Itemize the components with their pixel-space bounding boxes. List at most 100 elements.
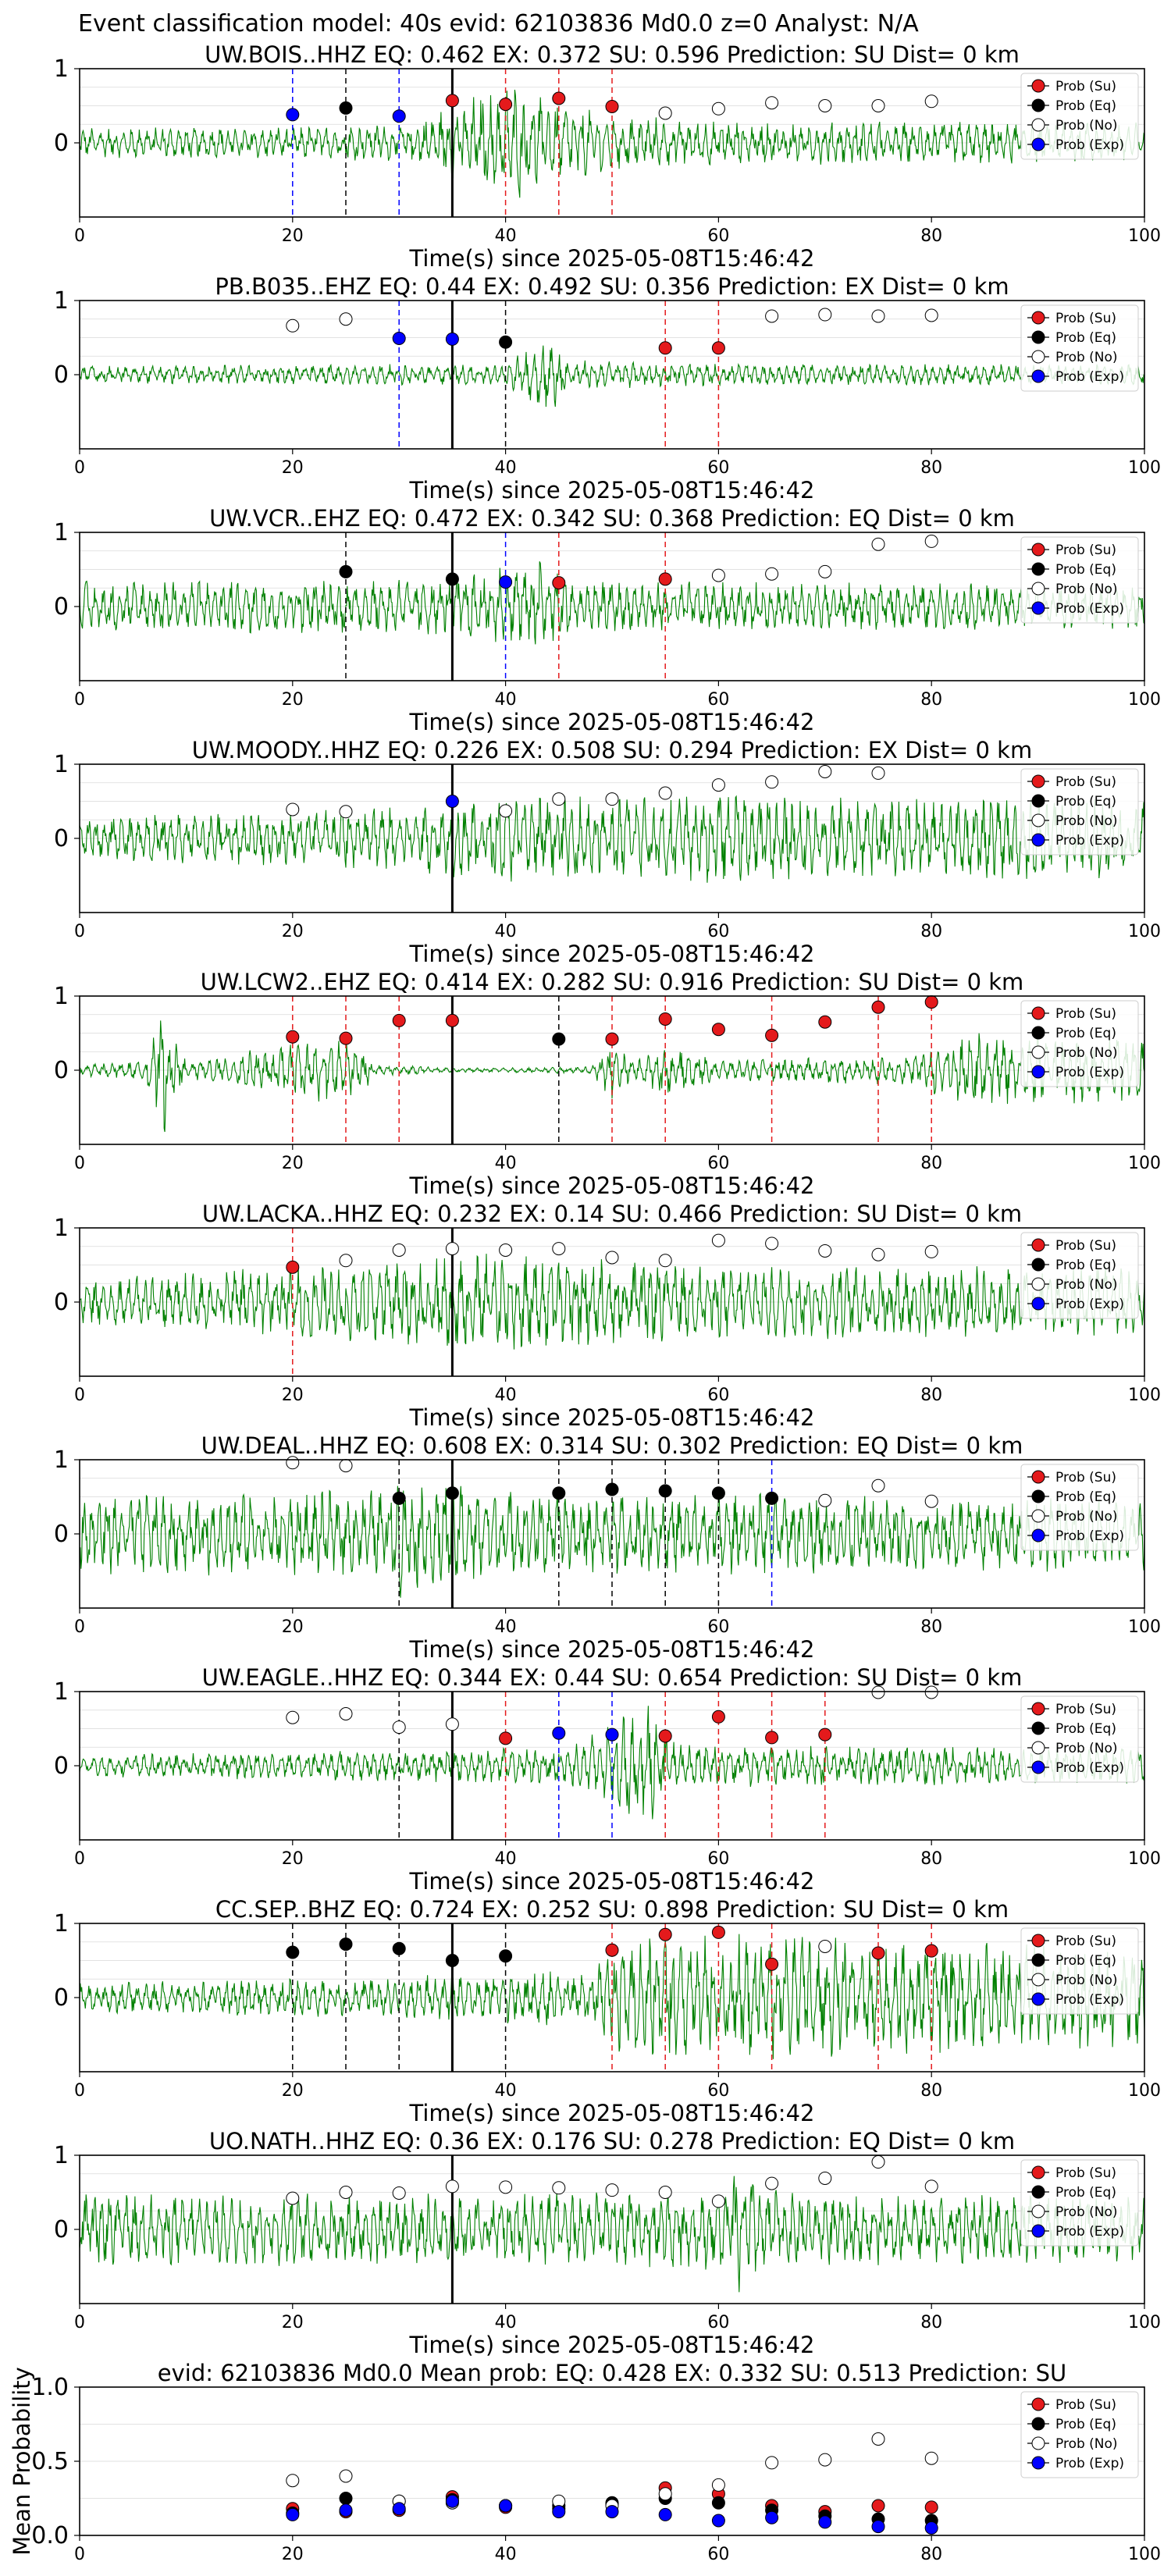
y-tick-label: 0 [54, 2216, 69, 2243]
legend-label-exp: Prob (Exp) [1055, 369, 1124, 385]
panel-title: UW.BOIS..HHZ EQ: 0.462 EX: 0.372 SU: 0.5… [205, 41, 1020, 68]
x-tick-label: 40 [495, 690, 517, 710]
waveform-trace [79, 1254, 1145, 1350]
prob-point-eq [499, 1949, 513, 1963]
x-tick-label: 100 [1128, 922, 1161, 941]
panel-8: CC.SEP..BHZ EQ: 0.724 EX: 0.252 SU: 0.89… [54, 1896, 1161, 2126]
mean-prob-point-exp [658, 2507, 672, 2521]
prob-point-eq [339, 1937, 353, 1952]
legend-marker-no [1031, 2204, 1045, 2218]
mean-prob-point-exp [711, 2514, 725, 2528]
x-tick-label: 20 [282, 2313, 304, 2332]
x-tick-label: 80 [920, 458, 942, 478]
mean-prob-point-exp [924, 2521, 938, 2535]
prob-point-no [871, 537, 885, 551]
x-tick-label: 100 [1128, 458, 1161, 478]
legend-marker-su [1031, 543, 1045, 557]
prob-point-no [658, 106, 672, 120]
prob-point-exp [552, 1726, 566, 1740]
x-tick-label: 40 [495, 1849, 517, 1869]
x-axis-label: Time(s) since 2025-05-08T15:46:42 [409, 941, 815, 967]
prob-point-no [818, 99, 832, 112]
prob-point-no [924, 2179, 938, 2194]
prob-point-no [658, 2186, 672, 2199]
mean-prob-point-eq [339, 2492, 353, 2505]
prob-point-eq [392, 1491, 406, 1505]
mean-prob-point-exp [499, 2499, 513, 2513]
waveform-trace [79, 1020, 1145, 1133]
x-tick-label: 100 [1128, 226, 1161, 246]
mean-prob-point-su [871, 2499, 885, 2513]
legend-box [1020, 768, 1139, 856]
prob-point-no [552, 1242, 566, 1256]
legend-marker-no [1031, 118, 1045, 132]
prob-point-no [392, 2186, 406, 2200]
legend-marker-eq [1031, 1721, 1045, 1735]
prob-point-no [711, 1233, 725, 1247]
legend-label-no: Prob (No) [1055, 1973, 1118, 1988]
prob-point-exp [605, 1727, 619, 1742]
prob-point-su [924, 1944, 938, 1958]
prob-point-su [765, 1731, 779, 1745]
legend-label-su: Prob (Su) [1055, 79, 1116, 94]
mean-prob-point-no [339, 2469, 353, 2483]
x-tick-label: 0 [74, 1849, 85, 1869]
waveform-trace [79, 561, 1145, 645]
prob-point-no [339, 312, 353, 326]
panel-title: CC.SEP..BHZ EQ: 0.724 EX: 0.252 SU: 0.89… [215, 1896, 1009, 1923]
prob-point-eq [605, 1482, 619, 1496]
waveform-trace [79, 345, 1145, 407]
prob-point-no [711, 101, 725, 116]
prob-point-no [286, 802, 300, 817]
legend-marker-su [1031, 1702, 1045, 1716]
legend-label-eq: Prob (Eq) [1055, 2185, 1116, 2201]
mean-prob-point-exp [818, 2515, 832, 2529]
legend-marker-exp [1031, 1065, 1045, 1079]
x-tick-label: 20 [282, 1617, 304, 1637]
x-tick-label: 60 [707, 226, 729, 246]
x-tick-label: 40 [495, 458, 517, 478]
prob-point-su [445, 1013, 459, 1027]
prob-point-no [445, 2179, 459, 2194]
legend-box [1020, 73, 1139, 160]
x-tick-label: 100 [1128, 1849, 1161, 1869]
legend-marker-no [1031, 813, 1045, 827]
legend-label-exp: Prob (Exp) [1055, 1065, 1124, 1080]
prob-point-no [871, 1478, 885, 1493]
x-axis-label: Time(s) since 2025-05-08T15:46:42 [409, 477, 815, 503]
x-tick-label: 80 [920, 690, 942, 710]
legend-label-eq: Prob (Eq) [1055, 1489, 1116, 1505]
legend-label-exp: Prob (Exp) [1055, 2224, 1124, 2240]
legend-label-exp: Prob (Exp) [1055, 601, 1124, 617]
y-tick-label: 1 [54, 55, 69, 83]
legend-label-no: Prob (No) [1055, 582, 1118, 597]
y-tick-label: 1.0 [31, 2374, 69, 2401]
legend-box [1020, 1464, 1139, 1551]
prob-point-no [871, 1247, 885, 1261]
legend-label-su: Prob (Su) [1055, 2397, 1116, 2413]
panel-1: PB.B035..EHZ EQ: 0.44 EX: 0.492 SU: 0.35… [54, 273, 1161, 503]
x-tick-label: 60 [707, 2081, 729, 2101]
mean-prob-point-no [711, 2478, 725, 2492]
legend-marker-su [1031, 2397, 1045, 2411]
legend-marker-no [1031, 1045, 1045, 1059]
legend-marker-exp [1031, 601, 1045, 615]
x-tick-label: 20 [282, 922, 304, 941]
y-tick-label: 1 [54, 751, 69, 778]
legend-marker-eq [1031, 1026, 1045, 1040]
x-tick-label: 80 [920, 1386, 942, 1405]
legend-label-no: Prob (No) [1055, 1277, 1118, 1293]
legend-marker-exp [1031, 1297, 1045, 1311]
legend-label-eq: Prob (Eq) [1055, 562, 1116, 578]
legend-marker-exp [1031, 369, 1045, 383]
legend-label-no: Prob (No) [1055, 1045, 1118, 1061]
mean-prob-point-exp [286, 2507, 300, 2521]
legend-label-exp: Prob (Exp) [1055, 137, 1124, 153]
prob-point-su [765, 1957, 779, 1971]
x-tick-label: 40 [495, 226, 517, 246]
y-tick-label: 0.0 [31, 2522, 69, 2549]
y-tick-label: 1 [54, 2142, 69, 2169]
y-tick-label: 1 [54, 287, 69, 315]
prob-point-no [765, 2176, 779, 2190]
